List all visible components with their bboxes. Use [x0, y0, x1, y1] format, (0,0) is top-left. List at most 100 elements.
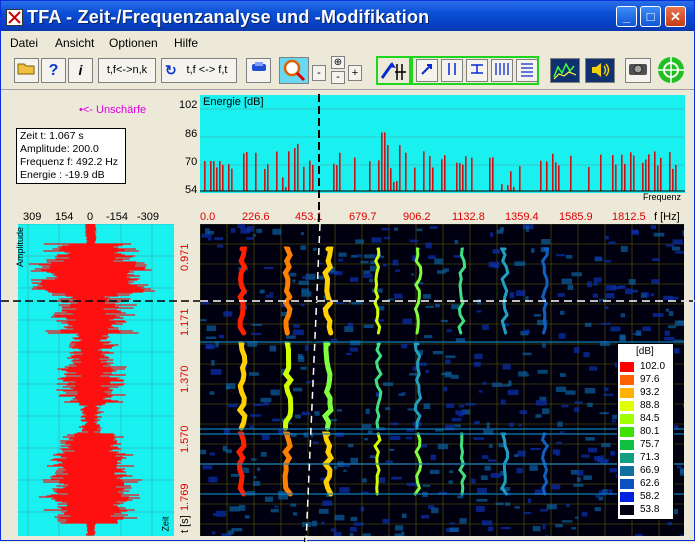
noise-blob	[349, 300, 352, 303]
energy-plot[interactable]: Energie [dB] Frequenz	[200, 95, 685, 193]
noise-blob	[445, 359, 450, 364]
energy-bar	[378, 160, 380, 191]
noise-blob	[426, 243, 432, 249]
energy-tick-102: 102	[179, 99, 197, 111]
legend-swatch	[620, 466, 634, 476]
noise-blob	[366, 409, 370, 414]
noise-blob	[364, 325, 374, 328]
noise-blob	[421, 515, 429, 519]
multi-vertical-icon[interactable]	[491, 59, 513, 82]
zoom-lens-icon[interactable]	[279, 57, 309, 84]
menu-hilfe[interactable]: Hilfe	[174, 36, 198, 50]
noise-blob	[492, 249, 500, 254]
noise-blob	[250, 414, 261, 417]
energy-bar	[210, 161, 212, 191]
car-icon[interactable]	[246, 58, 271, 83]
noise-blob	[558, 293, 565, 297]
freq-tick: 453.1	[295, 211, 323, 223]
noise-blob	[364, 438, 368, 440]
legend-row: 102.0	[620, 361, 672, 373]
noise-blob	[401, 344, 407, 348]
noise-blob	[305, 345, 309, 351]
noise-blob	[350, 277, 358, 282]
multi-horizontal-icon[interactable]	[516, 59, 538, 82]
zoom-plus-small-icon[interactable]: ⊕	[331, 56, 345, 69]
noise-blob	[672, 239, 682, 244]
crosshair-target-icon[interactable]	[656, 55, 686, 85]
noise-blob	[264, 267, 274, 269]
legend-row: 97.6	[620, 374, 672, 386]
legend-swatch	[620, 375, 634, 385]
amplitude-plot[interactable]: Amplitude Zeit	[18, 224, 174, 536]
noise-blob	[407, 483, 418, 486]
noise-blob	[604, 260, 611, 262]
minimize-icon[interactable]: _	[616, 6, 637, 27]
noise-blob	[395, 525, 403, 530]
energy-bar	[657, 166, 659, 191]
zoom-minus-small-icon[interactable]: -	[331, 71, 345, 84]
energy-bar	[612, 155, 614, 191]
noise-blob	[566, 504, 570, 507]
noise-blob	[411, 273, 414, 275]
noise-blob	[362, 424, 372, 428]
menu-datei[interactable]: Datei	[10, 36, 38, 50]
camera-icon[interactable]	[625, 58, 651, 83]
noise-blob	[298, 356, 304, 362]
noise-blob	[585, 323, 592, 327]
tf-ft-button[interactable]: ↻ t,f <-> f,t	[161, 58, 237, 83]
energy-bar	[633, 156, 635, 191]
noise-blob	[488, 459, 496, 461]
energy-tick-86: 86	[185, 128, 197, 140]
energy-bar	[255, 153, 257, 191]
noise-blob	[514, 261, 525, 266]
noise-blob	[605, 306, 608, 309]
open-folder-icon[interactable]	[14, 58, 39, 83]
noise-blob	[323, 500, 333, 506]
noise-blob	[253, 234, 256, 236]
menu-optionen[interactable]: Optionen	[109, 36, 158, 50]
noise-blob	[547, 504, 557, 509]
noise-blob	[383, 382, 393, 386]
zoom-plus-button[interactable]: +	[348, 65, 362, 81]
menu-ansicht[interactable]: Ansicht	[55, 36, 94, 50]
noise-blob	[300, 245, 306, 250]
legend-value: 66.9	[640, 465, 659, 476]
freq-tick: 226.6	[242, 211, 270, 223]
noise-blob	[482, 520, 492, 525]
spectrogram-plot[interactable]	[200, 224, 684, 536]
zoom-minus-button[interactable]: -	[312, 65, 326, 81]
noise-blob	[583, 352, 589, 357]
close-icon[interactable]: ✕	[665, 6, 686, 27]
speaker-icon[interactable]	[585, 58, 615, 83]
noise-blob	[369, 279, 373, 283]
info-icon[interactable]: i	[68, 58, 93, 83]
energy-bar	[501, 184, 503, 191]
noise-blob	[424, 335, 432, 338]
noise-blob	[272, 418, 280, 421]
spectrum-view-icon[interactable]	[550, 58, 580, 83]
noise-blob	[402, 513, 407, 518]
noise-blob	[490, 232, 493, 237]
noise-blob	[240, 228, 250, 234]
energy-bar	[405, 153, 407, 191]
noise-blob	[605, 236, 608, 240]
noise-blob	[438, 444, 449, 449]
vertical-lines-icon[interactable]	[441, 59, 463, 82]
energy-bar	[381, 132, 383, 191]
pointer-cursor-icon[interactable]	[378, 58, 409, 83]
tn-fk-button[interactable]: t,f<->n,k	[98, 58, 156, 83]
noise-blob	[559, 333, 566, 339]
select-arrow-icon[interactable]	[416, 59, 438, 82]
noise-blob	[650, 293, 654, 296]
horizontal-lines-icon[interactable]	[466, 59, 488, 82]
noise-blob	[663, 296, 673, 301]
help-icon[interactable]: ?	[41, 58, 66, 83]
maximize-icon[interactable]: □	[640, 6, 661, 27]
noise-blob	[595, 507, 601, 511]
noise-blob	[270, 346, 277, 352]
noise-blob	[271, 390, 280, 396]
noise-blob	[471, 479, 475, 484]
noise-blob	[271, 509, 279, 512]
noise-blob	[301, 288, 309, 292]
